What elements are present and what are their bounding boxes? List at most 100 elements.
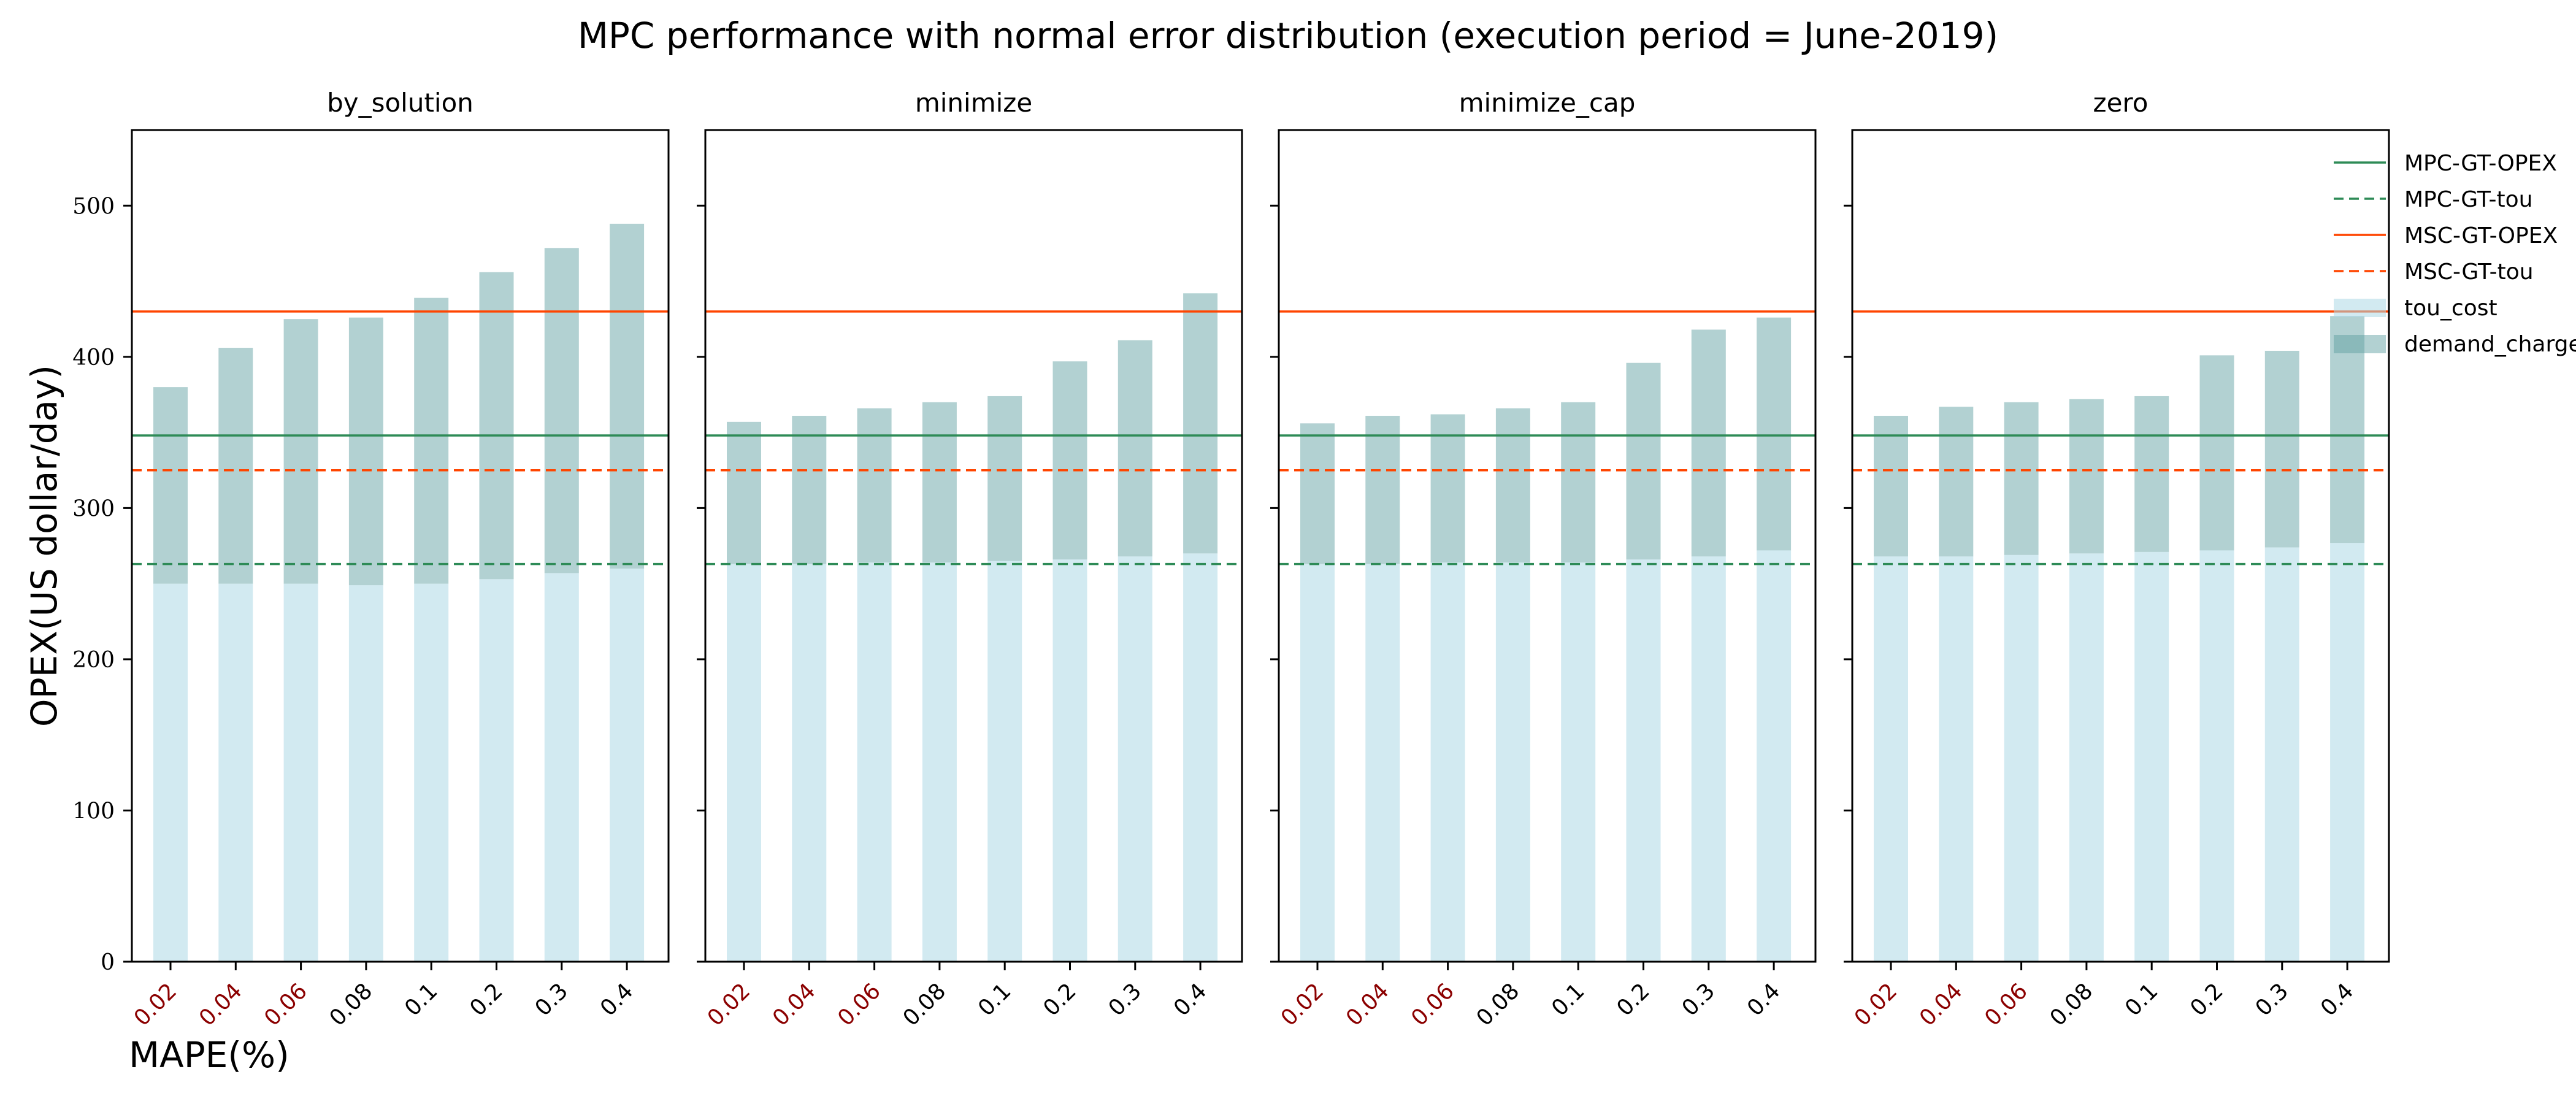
bar-tou-cost	[153, 583, 188, 962]
y-tick-label: 500	[72, 194, 115, 219]
x-tick-label: 0.2	[1038, 978, 1081, 1021]
x-tick-label: 0.02	[1850, 978, 1903, 1031]
bar-tou-cost	[348, 585, 383, 962]
bar-tou-cost	[1495, 562, 1530, 962]
x-tick-label: 0.02	[129, 978, 182, 1031]
x-tick-label: 0.4	[1742, 978, 1785, 1021]
bar-demand-charge	[922, 402, 957, 563]
bar-tou-cost	[2199, 550, 2234, 962]
y-axis-label: OPEX(US dollar/day)	[23, 365, 65, 727]
bar-tou-cost	[1365, 564, 1400, 962]
bar-demand-charge	[1626, 362, 1661, 560]
bar-tou-cost	[544, 573, 579, 962]
x-tick-label: 0.1	[2120, 978, 2163, 1021]
x-tick-label: 0.08	[899, 978, 951, 1031]
x-tick-label: 0.04	[1915, 978, 1968, 1031]
panel-frame	[131, 129, 670, 963]
bar-tou-cost	[2134, 551, 2169, 962]
x-tick-label: 0.3	[531, 978, 573, 1021]
legend-label: demand_charge	[2404, 332, 2576, 357]
bar-demand-charge	[987, 396, 1022, 561]
bar-demand-charge	[1691, 329, 1726, 557]
bar-tou-cost	[987, 561, 1022, 962]
bar-demand-charge	[153, 387, 188, 584]
bar-demand-charge	[1874, 415, 1908, 557]
panel-title: by_solution	[327, 88, 473, 118]
bar-tou-cost	[1052, 559, 1087, 962]
bar-tou-cost	[1626, 559, 1661, 962]
x-tick-label: 0.1	[400, 978, 442, 1021]
bar-demand-charge	[2004, 402, 2039, 555]
x-tick-label: 0.06	[833, 978, 886, 1031]
bar-demand-charge	[348, 317, 383, 586]
bar-tou-cost	[479, 579, 514, 962]
x-tick-label: 0.04	[1341, 978, 1394, 1031]
legend-label: MPC-GT-OPEX	[2404, 151, 2557, 176]
x-tick-label: 0.2	[465, 978, 507, 1021]
y-tick-label: 200	[72, 648, 115, 673]
y-tick-label: 0	[101, 950, 115, 975]
bar-demand-charge	[857, 408, 892, 563]
panel-minimize: minimize 0.02 0.04 0.06 0.08 0.1 0.2 0.3 0.4	[697, 88, 1243, 1031]
bar-demand-charge	[1757, 317, 1792, 551]
panel-title: zero	[2093, 88, 2149, 118]
bar-tou-cost	[1561, 562, 1596, 962]
bar-demand-charge	[414, 297, 449, 584]
bar-demand-charge	[1052, 361, 1087, 560]
bar-tou-cost	[1939, 556, 1974, 962]
panel-title: minimize_cap	[1459, 88, 1636, 118]
x-tick-label: 0.08	[325, 978, 378, 1031]
bar-tou-cost	[2069, 553, 2104, 962]
bar-tou-cost	[610, 568, 645, 962]
bar-demand-charge	[2069, 399, 2104, 554]
bar-demand-charge	[610, 223, 645, 569]
bar-demand-charge	[218, 348, 253, 584]
x-tick-label: 0.06	[1406, 978, 1459, 1031]
panel-frame	[704, 129, 1243, 963]
bar-demand-charge	[1430, 414, 1465, 563]
bar-tou-cost	[2330, 543, 2365, 962]
legend-swatch-demand-charge	[2334, 335, 2386, 353]
legend-label: MSC-GT-tou	[2404, 259, 2534, 285]
x-tick-label: 0.3	[2251, 978, 2293, 1021]
bar-tou-cost	[2264, 547, 2299, 962]
x-tick-label: 0.08	[1472, 978, 1525, 1031]
bar-demand-charge	[2264, 350, 2299, 548]
bar-demand-charge	[1495, 408, 1530, 563]
bar-tou-cost	[922, 562, 957, 962]
bar-demand-charge	[1561, 402, 1596, 563]
x-tick-label: 0.06	[1980, 978, 2033, 1031]
x-tick-label: 0.04	[768, 978, 821, 1031]
bar-tou-cost	[1117, 556, 1152, 962]
bar-demand-charge	[2199, 355, 2234, 551]
panel-title: minimize	[915, 88, 1032, 118]
bar-tou-cost	[1183, 553, 1218, 962]
bar-tou-cost	[218, 583, 253, 962]
bar-demand-charge	[1300, 423, 1335, 564]
bar-demand-charge	[2134, 396, 2169, 552]
x-tick-label: 0.06	[259, 978, 312, 1031]
chart-title: MPC performance with normal error distri…	[578, 15, 1998, 56]
x-tick-label: 0.2	[1612, 978, 1654, 1021]
bar-demand-charge	[1939, 407, 1974, 557]
bar-tou-cost	[792, 564, 827, 962]
panel-frame	[1278, 129, 1817, 963]
legend-label: tou_cost	[2404, 296, 2497, 321]
bar-demand-charge	[1365, 415, 1400, 564]
bar-tou-cost	[1874, 556, 1908, 962]
x-tick-label: 0.1	[1547, 978, 1589, 1021]
bar-tou-cost	[1300, 564, 1335, 962]
bar-tou-cost	[1691, 556, 1726, 962]
legend-swatch-tou-cost	[2334, 299, 2386, 317]
bar-demand-charge	[727, 421, 761, 564]
x-tick-label: 0.4	[596, 978, 638, 1021]
legend: MPC-GT-OPEX MPC-GT-tou MSC-GT-OPEX MSC-GT-t…	[2334, 151, 2576, 357]
x-tick-label: 0.08	[2045, 978, 2098, 1031]
y-tick-label: 400	[72, 345, 115, 370]
x-tick-label: 0.04	[194, 978, 247, 1031]
bar-demand-charge	[283, 319, 318, 584]
panel-frame	[1851, 129, 2390, 963]
